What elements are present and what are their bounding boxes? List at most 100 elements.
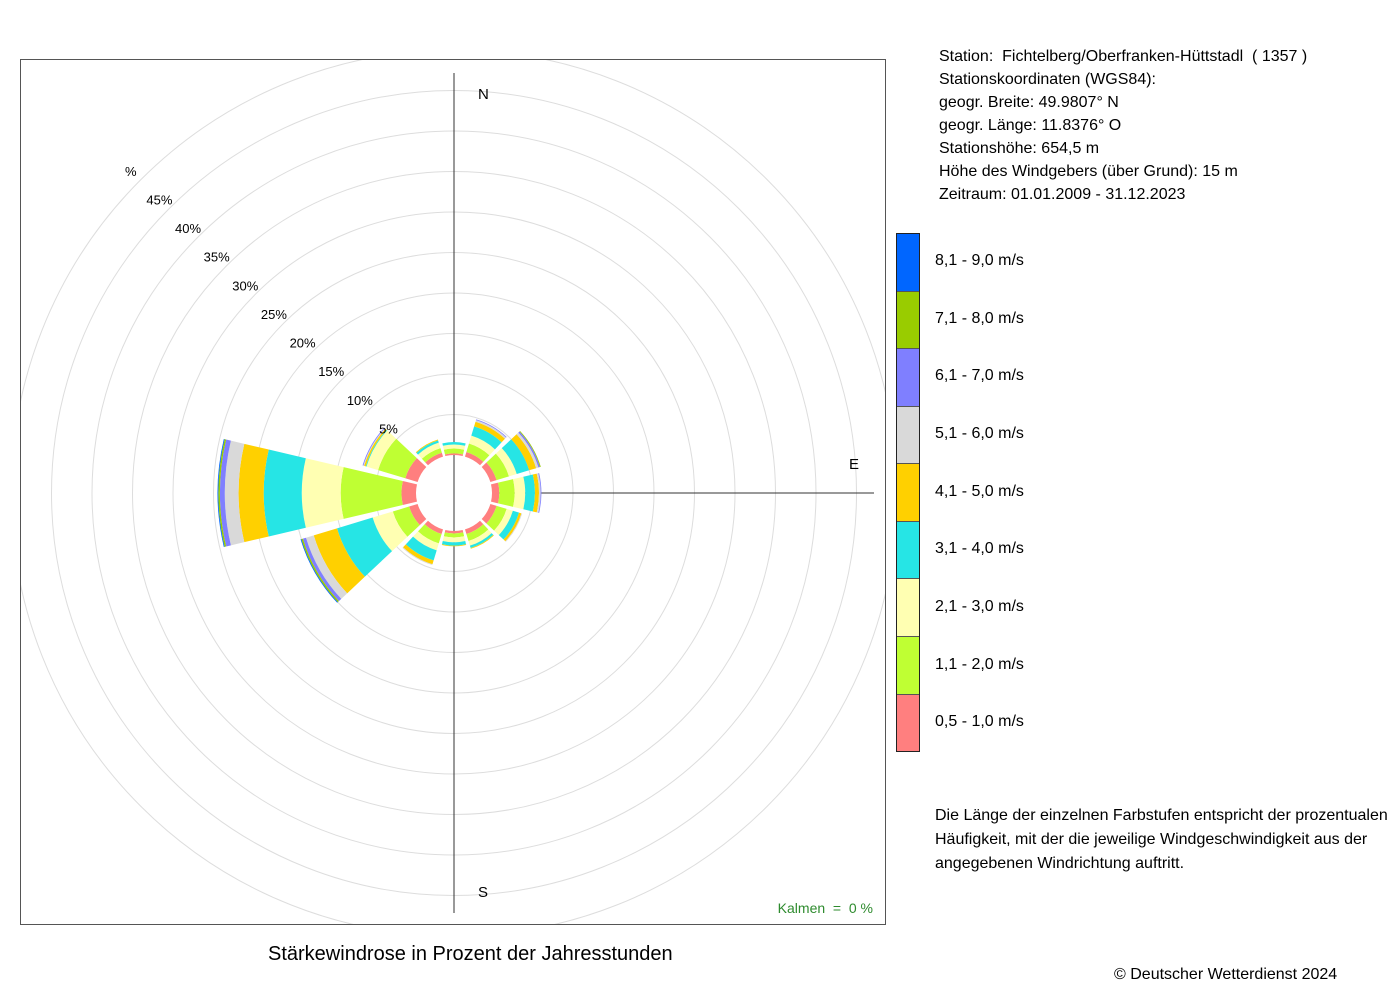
coords-title: Stationskoordinaten (WGS84): — [939, 71, 1156, 88]
rose-segment — [466, 524, 489, 542]
rose-segment — [301, 458, 344, 528]
rose-segment — [364, 428, 387, 467]
ring-label: 45% — [146, 192, 172, 207]
rose-segment — [218, 439, 227, 547]
rose-segment — [415, 439, 439, 453]
rose-segment — [372, 511, 408, 552]
ring-label: 25% — [261, 307, 287, 322]
legend-label: 8,1 - 9,0 m/s — [935, 251, 1024, 269]
ring-label: 10% — [347, 393, 373, 408]
rose-segment — [263, 449, 306, 537]
rose-segment — [516, 432, 539, 469]
rose-segment — [424, 520, 444, 535]
rose-segment — [523, 474, 535, 512]
ring-label: 30% — [232, 278, 258, 293]
rose-segment — [511, 434, 537, 471]
rose-segment — [340, 467, 403, 519]
rose-segment — [486, 505, 507, 531]
rose-segment — [405, 536, 437, 561]
rose-segment — [464, 451, 484, 466]
legend-label: 0,5 - 1,0 m/s — [935, 713, 1024, 731]
rose-segment — [238, 443, 269, 543]
rose-segment — [401, 480, 418, 506]
north-label: N — [478, 86, 489, 103]
explanation-note: Die Länge der einzelnen Farbstufen entsp… — [935, 807, 1388, 872]
rose-segment — [498, 510, 520, 540]
ring-label: 40% — [175, 221, 201, 236]
rose-segment — [444, 453, 464, 457]
rose-segment — [501, 439, 530, 475]
station-name: Station: Fichtelberg/Oberfranken-Hüttsta… — [939, 48, 1308, 65]
wind-rose-svg: 5% 10%15%20%25%30%35%40%45%% — [21, 60, 885, 924]
rose-segment — [378, 438, 417, 479]
rose-segment — [469, 533, 494, 548]
longitude: geogr. Länge: 11.8376° O — [939, 117, 1122, 134]
calm-label: Kalmen = 0 % — [777, 900, 873, 916]
elevation: Stationshöhe: 654,5 m — [939, 140, 1100, 157]
rose-segment — [442, 536, 466, 543]
south-label: S — [478, 884, 489, 901]
wind-rose-plot: 5% 10% 15% 20% 25% 30% 35% 40% 45%% N E S Kalmen… — [20, 59, 886, 925]
rose-segment — [474, 421, 505, 443]
legend-label: 2,1 - 3,0 m/s — [935, 597, 1024, 615]
rose-segment — [513, 476, 526, 510]
rose-segment — [425, 452, 444, 466]
rose-segment — [444, 529, 464, 534]
rose-segment — [313, 528, 365, 594]
legend-color-bar — [896, 233, 920, 752]
rose-segment — [403, 544, 434, 565]
ring-label: 35% — [204, 250, 230, 265]
ring-label: 20% — [290, 336, 316, 351]
rose-segment — [302, 537, 342, 602]
period: Zeitraum: 01.01.2009 - 31.12.2023 — [939, 186, 1186, 203]
legend-label: 4,1 - 5,0 m/s — [935, 482, 1024, 500]
rose-segment — [441, 544, 467, 547]
legend-swatch — [897, 521, 919, 580]
rose-segment — [418, 524, 442, 544]
legend-swatch — [897, 234, 919, 292]
sensor-height: Höhe des Windgebers (über Grund): 15 m — [939, 163, 1238, 180]
rose-segment — [475, 420, 507, 439]
rose-segment — [442, 442, 466, 446]
rose-segment — [468, 435, 495, 456]
rose-segment — [468, 529, 492, 546]
legend-label: 6,1 - 7,0 m/s — [935, 367, 1024, 385]
legend-swatch — [897, 636, 919, 695]
rose-segment — [464, 520, 484, 535]
rose-segment — [518, 431, 541, 468]
rose-segment — [481, 503, 497, 524]
ring-label: 15% — [318, 364, 344, 379]
rose-segment — [441, 541, 467, 546]
latitude: geogr. Breite: 49.9807° N — [939, 94, 1119, 111]
rose-segment — [494, 508, 513, 536]
rose-segment — [443, 448, 465, 455]
rose-segment — [503, 512, 522, 542]
legend-swatch — [897, 349, 919, 407]
rose-segment — [224, 440, 245, 546]
rose-segment — [495, 448, 517, 477]
east-label: E — [849, 456, 860, 473]
rose-segment — [305, 535, 348, 599]
legend-swatch — [897, 406, 919, 465]
rose-segment — [416, 440, 439, 455]
ring-label: 5% — [379, 421, 398, 436]
rose-segment — [366, 430, 397, 471]
rose-segment — [470, 534, 494, 549]
rose-segment — [409, 503, 427, 526]
legend-swatch — [897, 464, 919, 522]
legend-swatch — [897, 291, 919, 350]
legend-label: 7,1 - 8,0 m/s — [935, 309, 1024, 327]
rose-segment — [443, 532, 465, 538]
rose-segment — [498, 479, 515, 507]
rose-segment — [336, 517, 393, 577]
legend-label: 5,1 - 6,0 m/s — [935, 424, 1024, 442]
rose-segment — [421, 448, 442, 463]
legend-swatch — [897, 694, 919, 752]
rose-segment — [219, 439, 231, 547]
legend-label: 1,1 - 2,0 m/s — [935, 655, 1024, 673]
rose-segment — [481, 462, 497, 483]
rose-segment — [532, 473, 539, 513]
copyright: © Deutscher Wetterdienst 2024 — [1114, 966, 1338, 983]
rose-segment — [413, 531, 439, 551]
rose-segment — [217, 439, 225, 547]
